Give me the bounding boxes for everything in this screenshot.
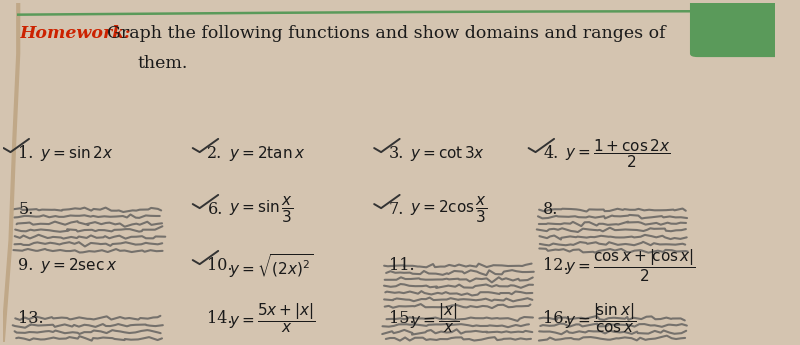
- Text: 8.: 8.: [543, 201, 558, 218]
- Text: 3.: 3.: [389, 145, 404, 162]
- FancyBboxPatch shape: [690, 0, 798, 57]
- Text: $y = \sin 2x$: $y = \sin 2x$: [40, 144, 113, 163]
- Text: $y = \sqrt{(2x)^2}$: $y = \sqrt{(2x)^2}$: [229, 252, 314, 280]
- Text: $y = 2\sec x$: $y = 2\sec x$: [40, 256, 117, 275]
- Text: 5.: 5.: [18, 201, 34, 218]
- Text: 16.: 16.: [543, 310, 569, 327]
- Text: $y = \dfrac{1+\cos 2x}{2}$: $y = \dfrac{1+\cos 2x}{2}$: [565, 137, 670, 170]
- Text: 10.: 10.: [207, 257, 233, 274]
- Text: $y = \dfrac{|x|}{x}$: $y = \dfrac{|x|}{x}$: [410, 302, 460, 335]
- Text: 15.: 15.: [389, 310, 414, 327]
- Text: 7.: 7.: [389, 201, 404, 218]
- Text: 2.: 2.: [207, 145, 222, 162]
- Text: $y = \dfrac{5x+|x|}{x}$: $y = \dfrac{5x+|x|}{x}$: [229, 302, 316, 335]
- Text: 14.: 14.: [207, 310, 233, 327]
- Text: $y = \sin\dfrac{x}{3}$: $y = \sin\dfrac{x}{3}$: [229, 195, 293, 225]
- Text: $y = 2\tan x$: $y = 2\tan x$: [229, 144, 306, 163]
- Text: 12.: 12.: [543, 257, 569, 274]
- Text: 9.: 9.: [18, 257, 34, 274]
- Text: Graph the following functions and show domains and ranges of: Graph the following functions and show d…: [107, 25, 666, 42]
- Text: Homework:: Homework:: [20, 25, 131, 42]
- Text: 4.: 4.: [543, 145, 558, 162]
- Text: 1.: 1.: [18, 145, 34, 162]
- Text: $y = \cot 3x$: $y = \cot 3x$: [410, 144, 486, 163]
- Text: them.: them.: [138, 56, 188, 72]
- Text: 11.: 11.: [389, 257, 414, 274]
- Text: $y = 2\cos\dfrac{x}{3}$: $y = 2\cos\dfrac{x}{3}$: [410, 195, 488, 225]
- Text: $y = \dfrac{\cos x + |\!\cos x|}{2}$: $y = \dfrac{\cos x + |\!\cos x|}{2}$: [565, 247, 696, 284]
- Text: 6.: 6.: [207, 201, 222, 218]
- Text: 13.: 13.: [18, 310, 44, 327]
- Text: $y = \dfrac{|\!\sin x|}{\cos x}$: $y = \dfrac{|\!\sin x|}{\cos x}$: [565, 302, 636, 335]
